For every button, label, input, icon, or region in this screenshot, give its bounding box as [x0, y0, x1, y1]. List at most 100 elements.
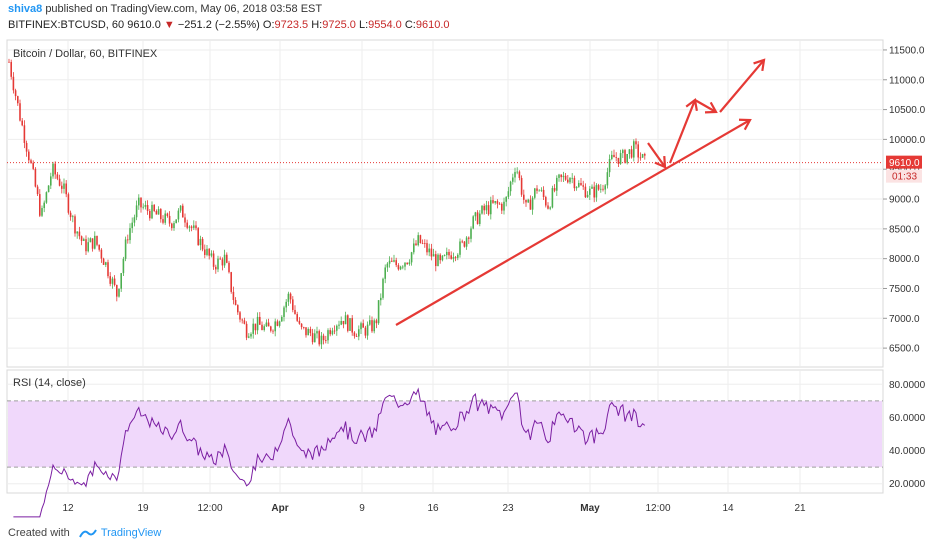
candle-body [628, 149, 631, 155]
candle-body [47, 185, 50, 193]
time-tick-label: 23 [502, 503, 514, 514]
price-axis[interactable]: 6500.07000.07500.08000.08500.09000.09500… [883, 45, 926, 355]
candle-body [402, 266, 404, 268]
brand-link[interactable]: TradingView [100, 527, 162, 539]
dip-arrow-head [704, 101, 718, 114]
candle-body [384, 267, 386, 279]
rsi-tick-label: 20.0000 [889, 479, 926, 490]
candle-body [72, 216, 74, 218]
candle-body [14, 90, 17, 97]
candle-body [210, 253, 213, 256]
candle-body [195, 225, 197, 229]
candle-body [320, 335, 323, 345]
candle-body [138, 197, 140, 206]
candle-body [267, 322, 270, 327]
candle-body [551, 188, 554, 208]
candle-body [80, 236, 83, 241]
candle-body [391, 260, 393, 262]
candle-body [140, 197, 142, 208]
candle-body [520, 177, 523, 195]
candle-body [289, 293, 292, 300]
time-tick-label: 14 [722, 503, 734, 514]
candle-body [118, 288, 120, 297]
price-tick-label: 8000.0 [889, 254, 920, 265]
price-tick-label: 10000.0 [889, 135, 926, 146]
candle-body [256, 316, 259, 331]
candle-body [276, 321, 279, 326]
price-tag-text: 9610.0 [889, 158, 920, 169]
candle-body [252, 323, 254, 334]
candle-body [641, 154, 644, 158]
price-tick-label: 11000.0 [889, 75, 925, 86]
trend-drawings[interactable] [395, 58, 766, 326]
candle-body [432, 254, 435, 257]
candle-body [492, 200, 494, 203]
symbol-label: BITFINEX:BTCUSD, 60 [8, 19, 125, 31]
candle-body [129, 228, 131, 241]
candle-body [560, 174, 562, 178]
candle-body [285, 301, 287, 308]
author-name[interactable]: shiva8 [8, 3, 43, 15]
candle-body [331, 330, 334, 335]
low-label: L: [358, 19, 369, 31]
candle-body [505, 196, 507, 202]
candle-body [547, 205, 549, 209]
candle-body [600, 188, 602, 190]
candle-body [637, 144, 639, 158]
candle-body [226, 254, 228, 263]
time-axis[interactable]: 12 19 12:00 Apr 9 16 23 May 12:00 14 21 [62, 503, 806, 514]
candle-body [300, 323, 303, 328]
candle-body [419, 235, 422, 243]
candle-body [287, 293, 290, 302]
candle-body [120, 273, 122, 289]
candle-body [567, 179, 569, 183]
candle-body [153, 204, 155, 212]
candle-body [30, 160, 32, 163]
rsi-axis[interactable]: 20.0000 40.0000 60.0000 80.0000 [889, 380, 926, 490]
candle-body [283, 307, 285, 317]
candle-body [228, 262, 230, 273]
countdown-tag: 01:33 [886, 169, 922, 183]
candle-body [626, 154, 628, 163]
time-tick-label: 12 [62, 503, 74, 514]
candle-body [459, 241, 461, 255]
published-text: published on TradingView.com, May 06, 20… [45, 3, 323, 15]
candle-body [232, 291, 235, 301]
candle-body [166, 213, 169, 216]
candle-body [151, 204, 153, 219]
candle-body [525, 199, 527, 203]
price-pane[interactable] [6, 39, 884, 368]
candle-body [54, 163, 56, 175]
candle-body [325, 340, 327, 341]
candle-body [179, 205, 182, 211]
chart-title: Bitcoin / Dollar, 60, BITFINEX [13, 48, 158, 60]
candle-body [25, 142, 28, 152]
candle-body [261, 324, 263, 331]
candle-body [133, 217, 136, 223]
candle-body [173, 223, 175, 229]
candle-body [212, 253, 215, 267]
candle-body [239, 312, 241, 320]
candle-body [32, 162, 34, 169]
candle-body [36, 186, 39, 195]
candle-body [362, 323, 364, 328]
candle-body [168, 215, 171, 224]
low-value: 9554.0 [368, 19, 402, 31]
candle-body [630, 149, 633, 158]
candle-body [545, 197, 547, 206]
candle-body [564, 175, 567, 180]
high-label: H: [311, 19, 323, 31]
footer: Created with TradingView [8, 527, 161, 539]
candle-body [441, 255, 444, 261]
candle-body [58, 178, 61, 186]
candle-body [89, 238, 92, 243]
candle-body [514, 171, 516, 178]
candle-body [382, 278, 384, 298]
candle-body [333, 330, 336, 332]
candle-body [540, 189, 543, 191]
candle-body [465, 237, 468, 247]
candle-body [622, 150, 624, 154]
candle-body [421, 242, 424, 244]
open-label: O: [262, 19, 275, 31]
